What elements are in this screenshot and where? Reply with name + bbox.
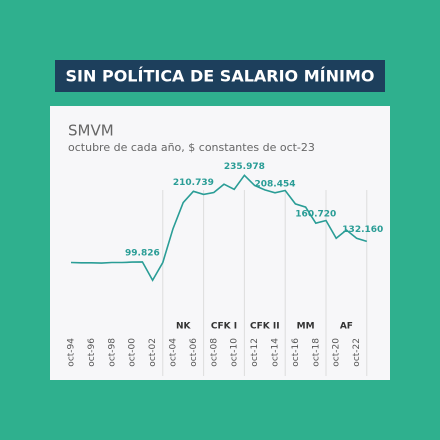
x-tick-label: oct-18 <box>311 338 321 367</box>
x-tick-label: oct-14 <box>271 338 281 367</box>
period-label: AF <box>340 322 353 332</box>
x-tick-label: oct-06 <box>189 338 199 367</box>
value-label: 99.826 <box>125 248 160 258</box>
period-label: CFK I <box>211 322 237 332</box>
x-tick-label: oct-96 <box>87 338 97 367</box>
x-tick-label: oct-16 <box>291 338 301 367</box>
x-tick-label: oct-98 <box>107 338 117 367</box>
x-tick-label: oct-94 <box>67 338 77 367</box>
card <box>50 106 390 380</box>
title-banner <box>55 60 385 92</box>
x-tick-label: oct-08 <box>209 338 219 367</box>
subtitle: octubre de cada año, $ constantes de oct… <box>68 141 315 154</box>
x-tick-label: oct-22 <box>352 338 362 367</box>
x-tick-label: oct-04 <box>169 338 179 367</box>
value-label: 208.454 <box>255 179 296 189</box>
x-tick-label: oct-12 <box>250 338 260 367</box>
value-label: 132.160 <box>342 225 383 235</box>
period-label: NK <box>176 322 192 332</box>
x-tick-label: oct-02 <box>148 338 158 367</box>
value-label: 235.978 <box>224 162 265 172</box>
x-tick-label: oct-10 <box>230 338 240 367</box>
chart-title: SIN POLÍTICA DE SALARIO MÍNIMO <box>66 67 375 86</box>
period-label: MM <box>297 322 315 332</box>
value-label: 210.739 <box>173 178 214 188</box>
value-label: 160.720 <box>295 210 336 220</box>
series-title: SMVM <box>68 122 114 140</box>
x-tick-label: oct-20 <box>332 338 342 367</box>
x-tick-label: oct-00 <box>128 338 138 367</box>
period-label: CFK II <box>250 322 280 332</box>
data-line <box>70 174 368 282</box>
